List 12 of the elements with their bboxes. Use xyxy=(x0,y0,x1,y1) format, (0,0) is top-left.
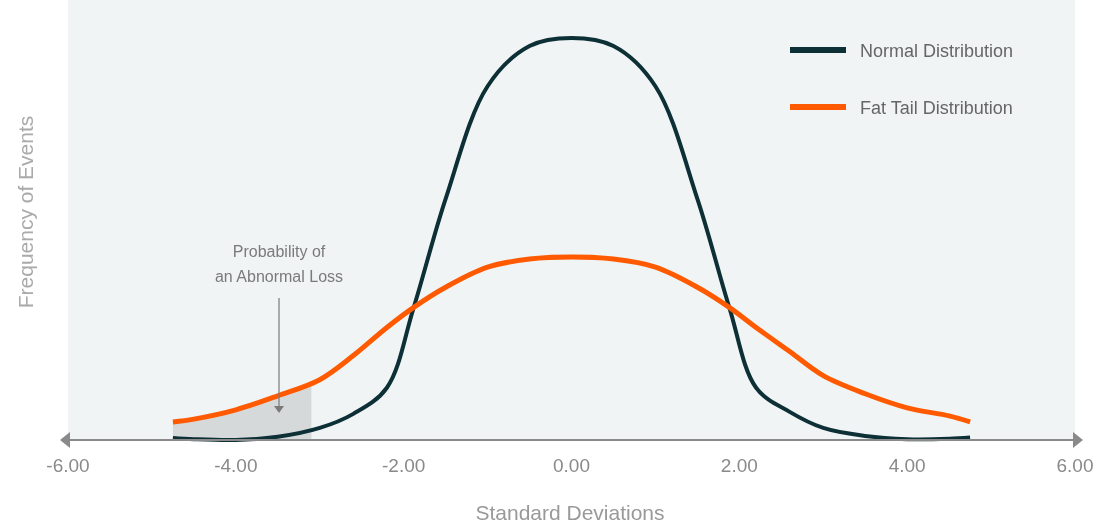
x-axis-title: Standard Deviations xyxy=(475,501,665,524)
y-axis-title: Frequency of Events xyxy=(14,115,37,309)
legend-label: Normal Distribution xyxy=(860,41,1014,61)
x-tick-label: 2.00 xyxy=(720,455,758,476)
annotation: Probability of an Abnormal Loss xyxy=(214,243,344,285)
legend-label: Fat Tail Distribution xyxy=(860,98,1013,118)
x-tick-label: 6.00 xyxy=(1056,455,1094,476)
x-tick-label: -4.00 xyxy=(214,455,258,476)
x-tick-label: -2.00 xyxy=(382,455,426,476)
x-tick-label: 0.00 xyxy=(553,455,590,476)
x-tick-label: -6.00 xyxy=(46,455,90,476)
x-tick-label: 4.00 xyxy=(888,455,926,476)
